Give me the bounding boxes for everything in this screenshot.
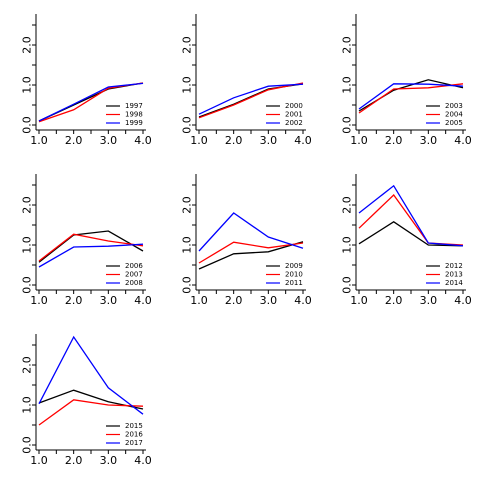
x-tick-label: 4.0: [294, 134, 312, 147]
x-tick-label: 2.0: [65, 294, 83, 307]
legend-label: 2017: [125, 439, 143, 447]
legend-label: 2005: [445, 119, 463, 127]
series-line-2010: [198, 241, 304, 264]
x-tick-label: 3.0: [420, 294, 438, 307]
series-line-2012: [358, 221, 464, 247]
legend-label: 2004: [445, 111, 463, 119]
legend-label: 2009: [285, 262, 303, 270]
legend-label: 2006: [125, 262, 143, 270]
y-tick-label: 2.0: [181, 196, 194, 214]
series-line-2005: [358, 83, 464, 110]
x-tick-label: 2.0: [385, 294, 403, 307]
legend-label: 2015: [125, 422, 143, 430]
y-tick-label: 1.0: [341, 236, 354, 254]
y-tick-label: 1.0: [341, 76, 354, 94]
y-tick-label: 0.0: [21, 116, 34, 134]
y-tick-label: 0.0: [181, 116, 194, 134]
x-tick-label: 4.0: [134, 294, 152, 307]
x-tick-label: 1.0: [350, 294, 368, 307]
series-line-2011: [198, 212, 304, 252]
series-line-2013: [358, 194, 464, 246]
series-line-2002: [198, 83, 304, 115]
legend-label: 1997: [125, 102, 143, 110]
y-tick-label: 0.0: [21, 436, 34, 454]
x-tick-label: 3.0: [260, 294, 278, 307]
x-tick-label: 2.0: [225, 134, 243, 147]
legend-label: 1998: [125, 111, 143, 119]
legend-label: 2000: [285, 102, 303, 110]
x-tick-label: 1.0: [190, 294, 208, 307]
x-tick-label: 4.0: [454, 134, 472, 147]
legend-label: 2001: [285, 111, 303, 119]
x-tick-label: 3.0: [100, 294, 118, 307]
y-tick-label: 2.0: [181, 36, 194, 54]
x-tick-label: 2.0: [65, 134, 83, 147]
x-tick-label: 4.0: [134, 454, 152, 467]
y-tick-label: 1.0: [181, 76, 194, 94]
y-tick-label: 1.0: [21, 396, 34, 414]
x-tick-label: 1.0: [30, 454, 48, 467]
y-tick-label: 0.0: [341, 116, 354, 134]
series-line-1999: [38, 82, 144, 122]
series-line-2009: [198, 241, 304, 270]
y-tick-label: 2.0: [21, 196, 34, 214]
x-tick-label: 4.0: [134, 134, 152, 147]
y-tick-label: 2.0: [21, 356, 34, 374]
legend-label: 2010: [285, 271, 303, 279]
y-tick-label: 2.0: [21, 36, 34, 54]
series-line-2006: [38, 230, 144, 263]
series-line-2017: [38, 335, 144, 415]
x-tick-label: 2.0: [65, 454, 83, 467]
y-tick-label: 2.0: [341, 36, 354, 54]
legend-label: 2007: [125, 271, 143, 279]
legend-label: 2013: [445, 271, 463, 279]
legend-label: 1999: [125, 119, 143, 127]
legend-label: 2003: [445, 102, 463, 110]
series-line-2001: [198, 82, 304, 119]
x-tick-label: 3.0: [420, 134, 438, 147]
legend-label: 2016: [125, 431, 143, 439]
y-tick-label: 2.0: [341, 196, 354, 214]
series-line-2016: [38, 399, 144, 426]
y-tick-label: 1.0: [181, 236, 194, 254]
x-tick-label: 1.0: [350, 134, 368, 147]
legend-label: 2011: [285, 279, 303, 287]
y-tick-label: 1.0: [21, 76, 34, 94]
x-tick-label: 1.0: [30, 294, 48, 307]
x-tick-label: 3.0: [260, 134, 278, 147]
x-tick-label: 3.0: [100, 454, 118, 467]
y-tick-label: 1.0: [21, 236, 34, 254]
x-tick-label: 1.0: [30, 134, 48, 147]
x-tick-label: 1.0: [190, 134, 208, 147]
series-line-2007: [38, 233, 144, 262]
x-tick-label: 2.0: [385, 134, 403, 147]
y-tick-label: 0.0: [181, 276, 194, 294]
legend-label: 2008: [125, 279, 143, 287]
x-tick-label: 4.0: [454, 294, 472, 307]
x-tick-label: 2.0: [225, 294, 243, 307]
y-tick-label: 0.0: [21, 276, 34, 294]
series-line-2014: [358, 184, 464, 247]
y-tick-label: 0.0: [341, 276, 354, 294]
legend-label: 2012: [445, 262, 463, 270]
legend-label: 2014: [445, 279, 463, 287]
x-tick-label: 4.0: [294, 294, 312, 307]
series-line-2008: [38, 243, 144, 268]
x-tick-label: 3.0: [100, 134, 118, 147]
legend-label: 2002: [285, 119, 303, 127]
